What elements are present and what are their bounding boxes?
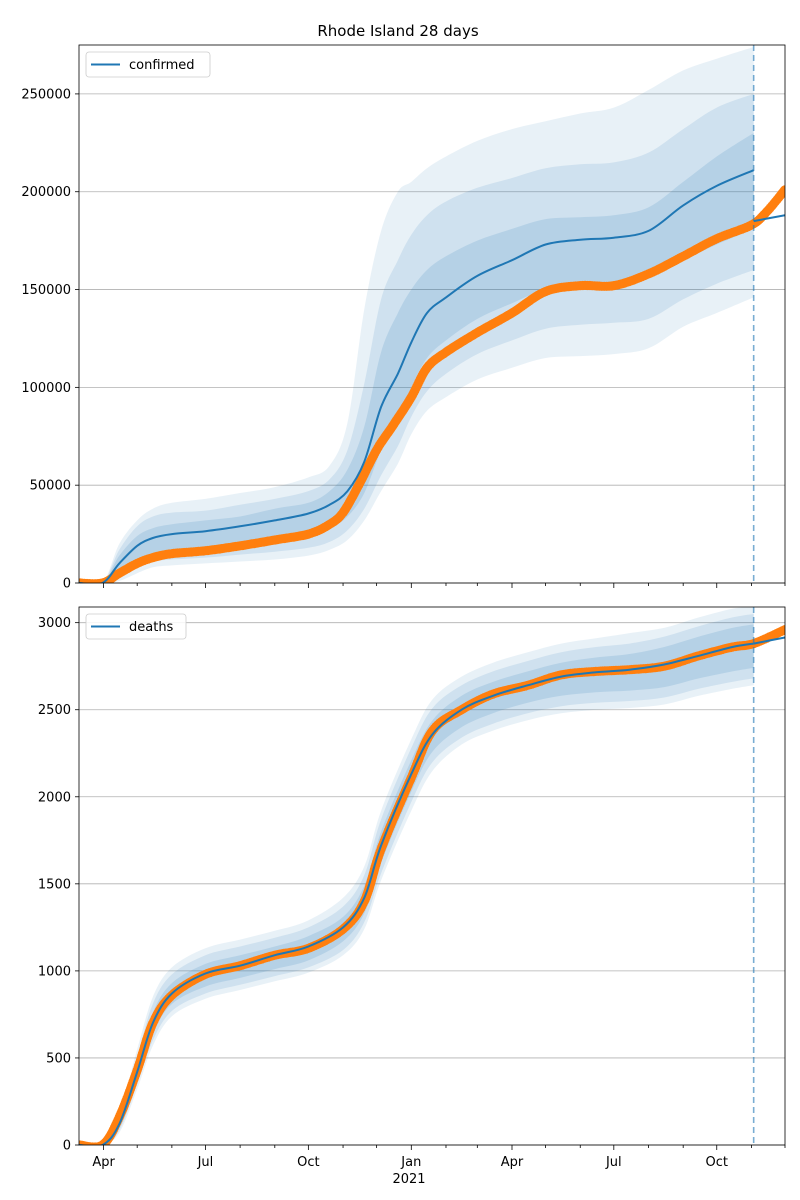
band-p99	[79, 47, 754, 583]
model-continuation-line	[753, 636, 785, 645]
plot-area	[79, 607, 785, 1145]
y-tick-label: 0	[63, 577, 71, 592]
band-p80	[79, 624, 754, 1145]
observed-marker	[780, 625, 785, 635]
legend-label: confirmed	[129, 58, 195, 73]
x-tick-label: Jan	[400, 1155, 421, 1170]
legend: deaths	[85, 613, 187, 640]
legend-frame	[85, 613, 187, 640]
y-tick-label: 250000	[21, 87, 71, 102]
observed-marker	[780, 185, 785, 195]
y-tick-label: 0	[63, 1139, 71, 1154]
legend: confirmed	[85, 51, 211, 78]
y-tick-label: 200000	[21, 185, 71, 200]
model-line	[79, 642, 754, 1145]
band-p80	[79, 133, 754, 583]
model-line	[79, 169, 755, 583]
y-tick-label: 1000	[38, 964, 71, 979]
chart-title: Rhode Island 28 days	[317, 22, 478, 40]
band-p95	[79, 614, 754, 1145]
y-tick-label: 100000	[21, 381, 71, 396]
x-tick-label: Oct	[297, 1155, 319, 1170]
year-label: 2021	[392, 1172, 425, 1187]
axes-frame	[78, 44, 786, 584]
deaths-panel: 0 500 1000 1500 2000 2500 3000 Apr Jul Oct Jan Apr J…	[38, 606, 786, 1170]
y-tick-label: 1500	[38, 877, 71, 892]
y-tick-label: 2500	[38, 703, 71, 718]
band-p95	[79, 93, 754, 583]
plot-area	[79, 47, 785, 583]
legend-label: deaths	[129, 620, 174, 635]
y-tick-label: 2000	[38, 790, 71, 805]
observed-series	[79, 185, 785, 583]
y-tick-label: 3000	[38, 616, 71, 631]
legend-frame	[85, 51, 211, 78]
x-tick-label: Apr	[501, 1155, 524, 1170]
model-continuation-line	[753, 214, 785, 223]
x-tick-label: Jul	[605, 1155, 622, 1170]
x-tick-label: Oct	[706, 1155, 728, 1170]
x-tick-label: Jul	[197, 1155, 214, 1170]
y-tick-label: 150000	[21, 283, 71, 298]
confirmed-panel: 0 50000 100000 150000 200000 250000 confirmed	[21, 44, 786, 592]
y-tick-label: 500	[46, 1051, 71, 1066]
x-tick-label: Apr	[92, 1155, 115, 1170]
observed-series	[79, 625, 785, 1145]
y-tick-label: 50000	[30, 479, 71, 494]
axes-frame	[78, 606, 786, 1146]
